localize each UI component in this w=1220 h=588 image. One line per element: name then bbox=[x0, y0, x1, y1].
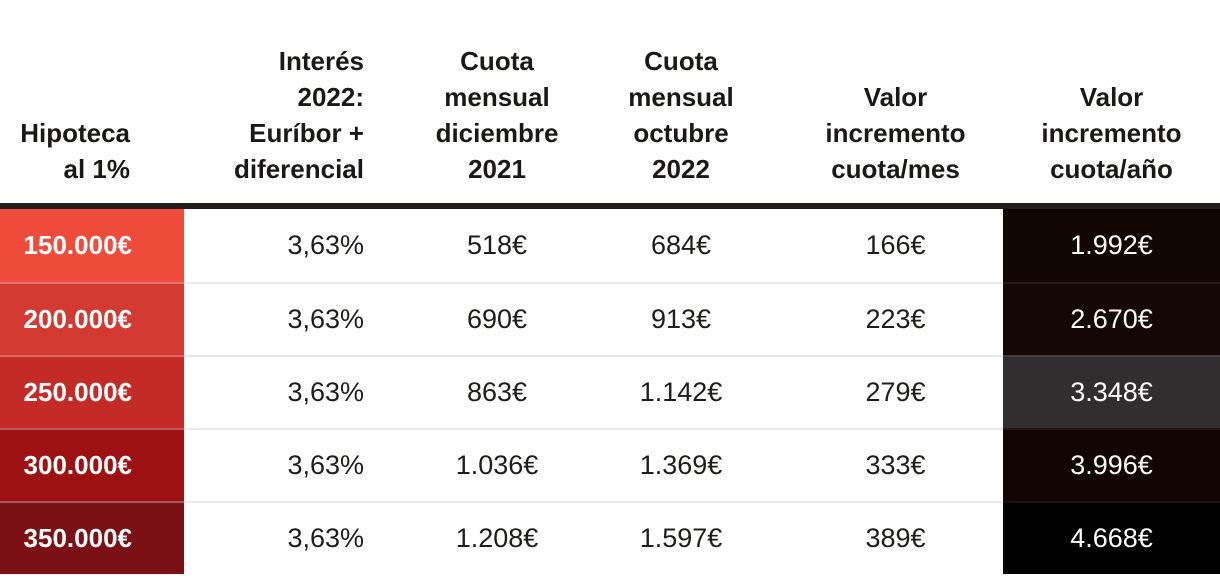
table-header-row: Hipoteca al 1% Interés 2022: Euríbor + d… bbox=[0, 0, 1220, 203]
cuota-oct-2022-cell: 1.142€ bbox=[574, 355, 788, 428]
header-incremento-ano: Valor incremento cuota/año bbox=[1041, 82, 1182, 184]
cuota-oct-2022-cell: 684€ bbox=[650, 230, 712, 260]
cuota-dec-2021-cell: 690€ bbox=[420, 282, 574, 355]
incremento-ano-cell: 3.996€ bbox=[1003, 428, 1220, 501]
incremento-mes-cell: 166€ bbox=[865, 230, 926, 260]
interest-cell: 3,63% bbox=[184, 428, 420, 501]
interest-cell: 3,63% bbox=[184, 501, 420, 574]
cuota-dec-2021-cell: 1.036€ bbox=[420, 428, 574, 501]
row-label-cell: 350.000€ bbox=[0, 501, 184, 574]
row-label-cell: 250.000€ bbox=[0, 355, 184, 428]
incremento-ano-cell: 3.348€ bbox=[1003, 355, 1220, 428]
cuota-oct-2022-cell: 1.597€ bbox=[574, 501, 788, 574]
cuota-dec-2021-cell: 863€ bbox=[420, 355, 574, 428]
incremento-mes-cell: 333€ bbox=[788, 428, 1003, 501]
table-row: 200.000€ 3,63% 690€ 913€ 223€ 2.670€ bbox=[0, 282, 1220, 355]
incremento-mes-cell: 389€ bbox=[788, 501, 1003, 574]
incremento-ano-cell: 1.992€ bbox=[1003, 209, 1220, 282]
cuota-oct-2022-cell: 1.369€ bbox=[574, 428, 788, 501]
header-separator bbox=[0, 203, 1220, 209]
table-row: 150.000€ 3,63% 518€ 684€ 166€ 1.992€ bbox=[0, 209, 1220, 282]
header-hipoteca: Hipoteca al 1% bbox=[20, 118, 130, 184]
row-label-cell: 200.000€ bbox=[0, 282, 184, 355]
cuota-oct-2022-cell: 913€ bbox=[574, 282, 788, 355]
table-row: 250.000€ 3,63% 863€ 1.142€ 279€ 3.348€ bbox=[0, 355, 1220, 428]
row-label-cell: 150.000€ bbox=[0, 209, 184, 282]
incremento-ano-cell: 2.670€ bbox=[1003, 282, 1220, 355]
header-cuota-dic-2021: Cuota mensual diciembre 2021 bbox=[435, 46, 559, 184]
interest-cell: 3,63% bbox=[287, 230, 364, 260]
header-interes-2022: Interés 2022: Euríbor + diferencial bbox=[233, 46, 364, 184]
incremento-mes-cell: 223€ bbox=[788, 282, 1003, 355]
row-label-cell: 300.000€ bbox=[0, 428, 184, 501]
interest-cell: 3,63% bbox=[184, 355, 420, 428]
cuota-dec-2021-cell: 1.208€ bbox=[420, 501, 574, 574]
table-row: 350.000€ 3,63% 1.208€ 1.597€ 389€ 4.668€ bbox=[0, 501, 1220, 574]
table-row: 300.000€ 3,63% 1.036€ 1.369€ 333€ 3.996€ bbox=[0, 428, 1220, 501]
header-incremento-mes: Valor incremento cuota/mes bbox=[825, 82, 966, 184]
interest-cell: 3,63% bbox=[184, 282, 420, 355]
incremento-mes-cell: 279€ bbox=[788, 355, 1003, 428]
header-cuota-oct-2022: Cuota mensual octubre 2022 bbox=[628, 46, 734, 184]
cuota-dec-2021-cell: 518€ bbox=[466, 230, 528, 260]
mortgage-table: Hipoteca al 1% Interés 2022: Euríbor + d… bbox=[0, 0, 1220, 574]
incremento-ano-cell: 4.668€ bbox=[1003, 501, 1220, 574]
